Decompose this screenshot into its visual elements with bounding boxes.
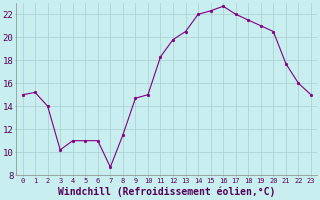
X-axis label: Windchill (Refroidissement éolien,°C): Windchill (Refroidissement éolien,°C)	[58, 187, 276, 197]
